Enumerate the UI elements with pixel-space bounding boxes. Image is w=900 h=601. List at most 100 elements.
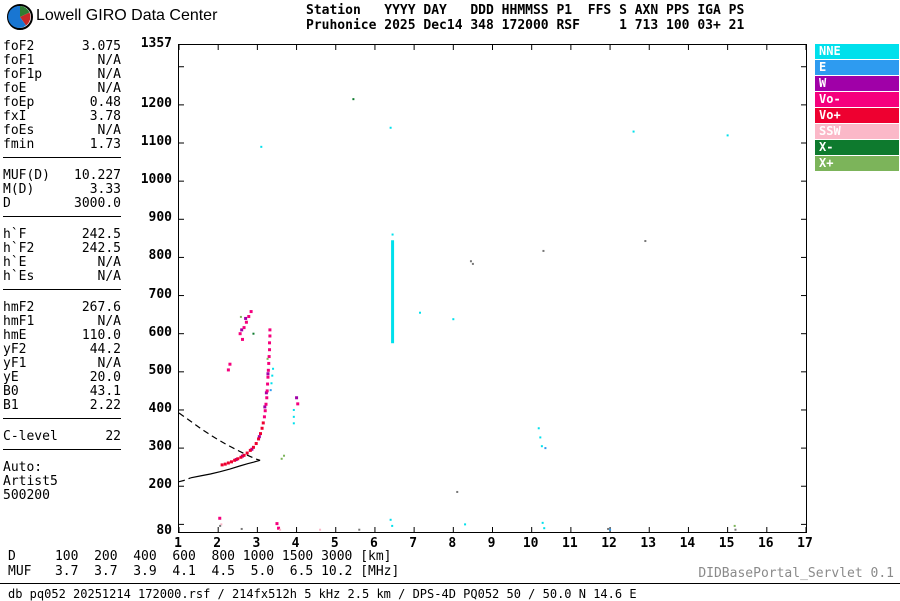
parameter-value: 43.1 bbox=[89, 384, 121, 399]
parameter-value: 20.0 bbox=[89, 370, 121, 385]
y-axis-tick-label: 1200 bbox=[140, 95, 172, 111]
parameter-label: foF1 bbox=[3, 53, 35, 68]
parameter-row: h`E N/A bbox=[3, 256, 121, 270]
parameter-value: N/A bbox=[97, 67, 121, 82]
x-axis-tick-label: 13 bbox=[640, 536, 657, 551]
parameter-row: hmF2 267.6 bbox=[3, 301, 121, 315]
parameter-row: fxI 3.78 bbox=[3, 110, 121, 124]
parameter-group: MUF(D) 10.227 M(D) 3.33 D 3000.0 bbox=[3, 169, 121, 217]
y-axis-tick-label: 900 bbox=[148, 210, 172, 226]
parameter-value: 3000.0 bbox=[74, 196, 121, 211]
x-axis-tick-label: 11 bbox=[562, 536, 578, 551]
parameter-value: 110.0 bbox=[81, 328, 121, 343]
x-axis-tick-label: 17 bbox=[797, 536, 813, 551]
parameter-value: N/A bbox=[97, 314, 121, 329]
legend-item-e: E bbox=[815, 60, 899, 75]
parameter-group: foF2 3.075 foF1 N/A foF1p N/A foE N/A foEp 0.48 fx… bbox=[3, 40, 121, 158]
x-axis-tick-label: 5 bbox=[330, 536, 339, 551]
autoscaler-info: Auto: Artist5 500200 bbox=[3, 461, 121, 503]
parameter-label: C-level bbox=[3, 429, 58, 444]
parameter-label: D bbox=[3, 196, 11, 211]
parameter-row: foEp 0.48 bbox=[3, 96, 121, 110]
parameter-label: yF2 bbox=[3, 342, 27, 357]
parameter-value: N/A bbox=[97, 255, 121, 270]
parameter-row: yF1 N/A bbox=[3, 357, 121, 371]
echo-segments bbox=[391, 240, 395, 344]
parameter-value: N/A bbox=[97, 81, 121, 96]
legend-item-xplus: X+ bbox=[815, 156, 899, 171]
parameter-label: yE bbox=[3, 370, 19, 385]
autoscaler-info-line: 500200 bbox=[3, 488, 50, 503]
parameter-label: hmF2 bbox=[3, 300, 35, 315]
parameter-row: h`F 242.5 bbox=[3, 228, 121, 242]
station-header: Station YYYY DAY DDD HHMMSS P1 FFS S AXN… bbox=[306, 3, 744, 33]
parameter-row: foF2 3.075 bbox=[3, 40, 121, 54]
parameter-row: foF1p N/A bbox=[3, 68, 121, 82]
y-axis-tick-label: 1357 bbox=[140, 36, 172, 51]
profile-lines bbox=[179, 412, 261, 483]
x-axis-tick-label: 2 bbox=[213, 536, 222, 551]
y-axis-tick-label: 700 bbox=[148, 286, 172, 302]
parameter-value: 10.227 bbox=[74, 168, 121, 183]
parameter-value: 2.22 bbox=[89, 398, 121, 413]
y-axis-tick-label: 400 bbox=[148, 400, 172, 416]
parameter-value: 3.78 bbox=[89, 109, 121, 124]
parameter-label: h`E bbox=[3, 255, 27, 270]
parameter-row: fmin 1.73 bbox=[3, 138, 121, 152]
parameter-label: hmF1 bbox=[3, 314, 35, 329]
parameter-label: B0 bbox=[3, 384, 19, 399]
parameter-value: 22 bbox=[105, 429, 121, 444]
x-axis-tick-label: 16 bbox=[757, 536, 774, 551]
parameter-row: C-level 22 bbox=[3, 430, 121, 444]
parameter-group: hmF2 267.6 hmF1 N/A hmE 110.0 yF2 44.2 yF1 N/A yE 2… bbox=[3, 301, 121, 419]
station-header-line1: Station YYYY DAY DDD HHMMSS P1 FFS S AXN… bbox=[306, 3, 745, 18]
muf-table-muf-row: MUF 3.7 3.7 3.9 4.1 4.5 5.0 6.5 10.2 [MH… bbox=[8, 564, 400, 579]
x-axis-tick-label: 1 bbox=[174, 536, 182, 551]
x-axis-tick-label: 8 bbox=[448, 536, 457, 551]
brand-title: Lowell GIRO Data Center bbox=[36, 7, 218, 24]
parameter-label: h`F2 bbox=[3, 241, 35, 256]
axis-ticks bbox=[179, 45, 806, 532]
parameter-label: fxI bbox=[3, 109, 27, 124]
y-axis-tick-label: 800 bbox=[148, 248, 172, 264]
ionogram-plot bbox=[178, 44, 807, 533]
parameter-row: B0 43.1 bbox=[3, 385, 121, 399]
x-axis-tick-label: 14 bbox=[679, 536, 696, 551]
parameter-row: M(D) 3.33 bbox=[3, 183, 121, 197]
parameter-value: N/A bbox=[97, 269, 121, 284]
parameter-label: fmin bbox=[3, 137, 35, 152]
parameter-label: foF1p bbox=[3, 67, 43, 82]
parameter-label: foF2 bbox=[3, 39, 35, 54]
parameter-value: 3.075 bbox=[81, 39, 121, 54]
x-axis-tick-label: 4 bbox=[291, 536, 300, 551]
legend-item-ssw: SSW bbox=[815, 124, 899, 139]
x-axis-tick-label: 6 bbox=[370, 536, 378, 551]
record-descriptor: db pq052 20251214 172000.rsf / 214fx512h… bbox=[8, 587, 637, 601]
y-axis-tick-label: 300 bbox=[148, 439, 172, 455]
parameter-row: h`F2 242.5 bbox=[3, 242, 121, 256]
echo-points bbox=[218, 98, 737, 531]
parameter-row: hmF1 N/A bbox=[3, 315, 121, 329]
parameter-row: h`Es N/A bbox=[3, 270, 121, 284]
ionogram-canvas bbox=[179, 45, 806, 532]
parameter-group: C-level 22 bbox=[3, 430, 121, 450]
x-axis-tick-label: 12 bbox=[601, 536, 617, 551]
legend-item-w: W bbox=[815, 76, 899, 91]
parameter-label: yF1 bbox=[3, 356, 27, 371]
station-header-line2: Pruhonice 2025 Dec14 348 172000 RSF 1 71… bbox=[306, 18, 745, 33]
parameter-label: hmE bbox=[3, 328, 27, 343]
muf-table-distance-row: D 100 200 400 600 800 1000 1500 3000 [km… bbox=[8, 549, 392, 564]
x-axis-tick-label: 3 bbox=[252, 536, 261, 551]
autoscaler-info-line: Auto: bbox=[3, 460, 43, 475]
y-axis-tick-label: 600 bbox=[148, 324, 172, 340]
parameter-value: 242.5 bbox=[81, 241, 121, 256]
parameter-value: N/A bbox=[97, 356, 121, 371]
parameter-value: 3.33 bbox=[89, 182, 121, 197]
y-axis-tick-label: 80 bbox=[156, 523, 172, 538]
y-axis-tick-label: 1000 bbox=[140, 172, 172, 188]
parameter-label: h`Es bbox=[3, 269, 35, 284]
parameter-group: h`F 242.5 h`F2 242.5 h`E N/A h`Es N/A bbox=[3, 228, 121, 290]
parameter-row: foE N/A bbox=[3, 82, 121, 96]
parameter-row: foF1 N/A bbox=[3, 54, 121, 68]
y-axis-tick-label: 500 bbox=[148, 362, 172, 378]
